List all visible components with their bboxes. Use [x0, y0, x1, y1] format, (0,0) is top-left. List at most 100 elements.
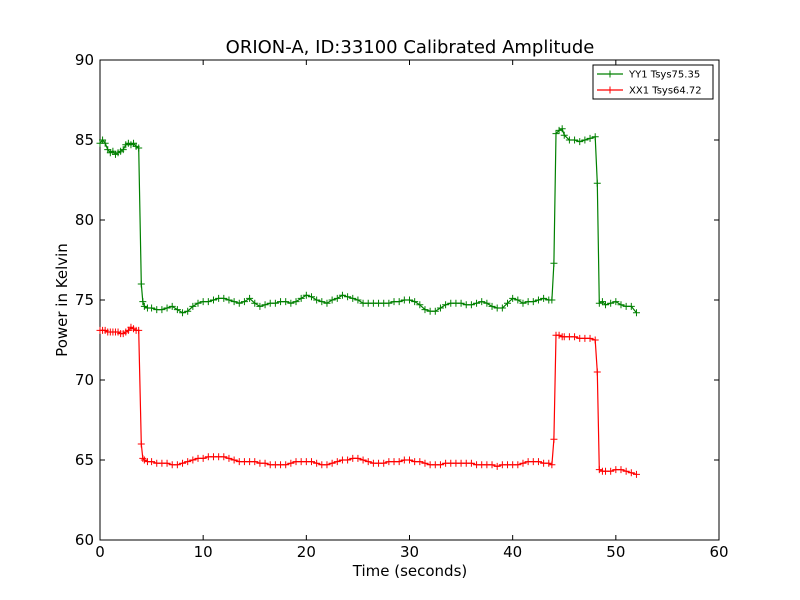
data-point — [189, 456, 197, 464]
data-point — [204, 298, 212, 306]
series-layer — [96, 125, 640, 478]
data-point — [282, 461, 290, 469]
data-point — [179, 309, 187, 317]
data-point — [101, 139, 109, 147]
data-point — [545, 459, 553, 467]
data-point — [436, 304, 444, 312]
data-point — [137, 440, 145, 448]
data-point — [540, 294, 548, 302]
legend-swatch-marker — [606, 86, 614, 94]
data-point — [163, 459, 171, 467]
data-point — [632, 470, 640, 478]
data-point — [416, 301, 424, 309]
data-point — [416, 458, 424, 466]
data-point — [220, 453, 228, 461]
y-axis-label: Power in Kelvin — [53, 243, 71, 357]
legend-label: XX1 Tsys64.72 — [629, 86, 702, 97]
data-point — [514, 296, 522, 304]
data-point — [591, 133, 599, 141]
data-point — [395, 298, 403, 306]
data-point — [617, 466, 625, 474]
data-point — [586, 134, 594, 142]
y-tick-label: 65 — [75, 451, 94, 469]
y-tick-label: 70 — [75, 371, 94, 389]
data-point — [140, 456, 148, 464]
data-point — [359, 456, 367, 464]
data-point — [246, 294, 254, 302]
data-point — [148, 458, 156, 466]
data-point — [349, 294, 357, 302]
y-tick-label: 85 — [75, 131, 94, 149]
data-point — [251, 458, 259, 466]
y-tick-label: 90 — [75, 51, 94, 69]
data-point — [478, 298, 486, 306]
data-point — [168, 302, 176, 310]
data-point — [555, 331, 563, 339]
data-point — [488, 302, 496, 310]
y-tick-label: 60 — [75, 531, 94, 549]
data-point — [548, 296, 556, 304]
data-point — [139, 298, 147, 306]
data-point — [302, 291, 310, 299]
data-point — [436, 461, 444, 469]
data-point — [179, 459, 187, 467]
data-point — [555, 126, 563, 134]
data-point — [632, 309, 640, 317]
data-point — [457, 299, 465, 307]
data-point — [328, 459, 336, 467]
data-point — [598, 298, 606, 306]
y-tick-label: 80 — [75, 211, 94, 229]
data-point — [173, 306, 181, 314]
data-point — [225, 296, 233, 304]
data-point — [607, 467, 615, 475]
data-point — [135, 144, 143, 152]
data-point — [261, 459, 269, 467]
data-point — [287, 299, 295, 307]
data-point — [504, 299, 512, 307]
x-tick-label: 0 — [95, 543, 105, 561]
y-tick-label: 75 — [75, 291, 94, 309]
data-point — [323, 461, 331, 469]
data-point — [148, 304, 156, 312]
data-point — [385, 299, 393, 307]
data-point — [184, 458, 192, 466]
data-point — [617, 301, 625, 309]
data-point — [135, 326, 143, 334]
data-point — [225, 454, 233, 462]
data-point — [560, 131, 568, 139]
data-point — [576, 138, 584, 146]
data-point — [307, 293, 315, 301]
data-point — [139, 454, 147, 462]
data-point — [199, 454, 207, 462]
data-point — [591, 336, 599, 344]
data-point — [514, 461, 522, 469]
data-point — [607, 299, 615, 307]
data-point — [395, 458, 403, 466]
legend-swatch-marker — [606, 70, 614, 78]
data-point — [488, 461, 496, 469]
data-point — [354, 296, 362, 304]
series-0 — [96, 125, 640, 317]
data-point — [602, 301, 610, 309]
data-point — [411, 298, 419, 306]
data-point — [586, 334, 594, 342]
data-point — [271, 299, 279, 307]
x-tick-label: 20 — [297, 543, 316, 561]
data-point — [581, 136, 589, 144]
legend-box — [592, 64, 714, 100]
data-point — [622, 467, 630, 475]
data-point — [119, 146, 127, 154]
data-point — [550, 435, 558, 443]
data-point — [338, 291, 346, 299]
data-point — [593, 179, 601, 187]
data-point — [534, 296, 542, 304]
data-point — [256, 302, 264, 310]
data-point — [421, 306, 429, 314]
data-point — [552, 130, 560, 138]
data-point — [235, 299, 243, 307]
data-point — [519, 459, 527, 467]
data-point — [571, 333, 579, 341]
data-point — [318, 298, 326, 306]
